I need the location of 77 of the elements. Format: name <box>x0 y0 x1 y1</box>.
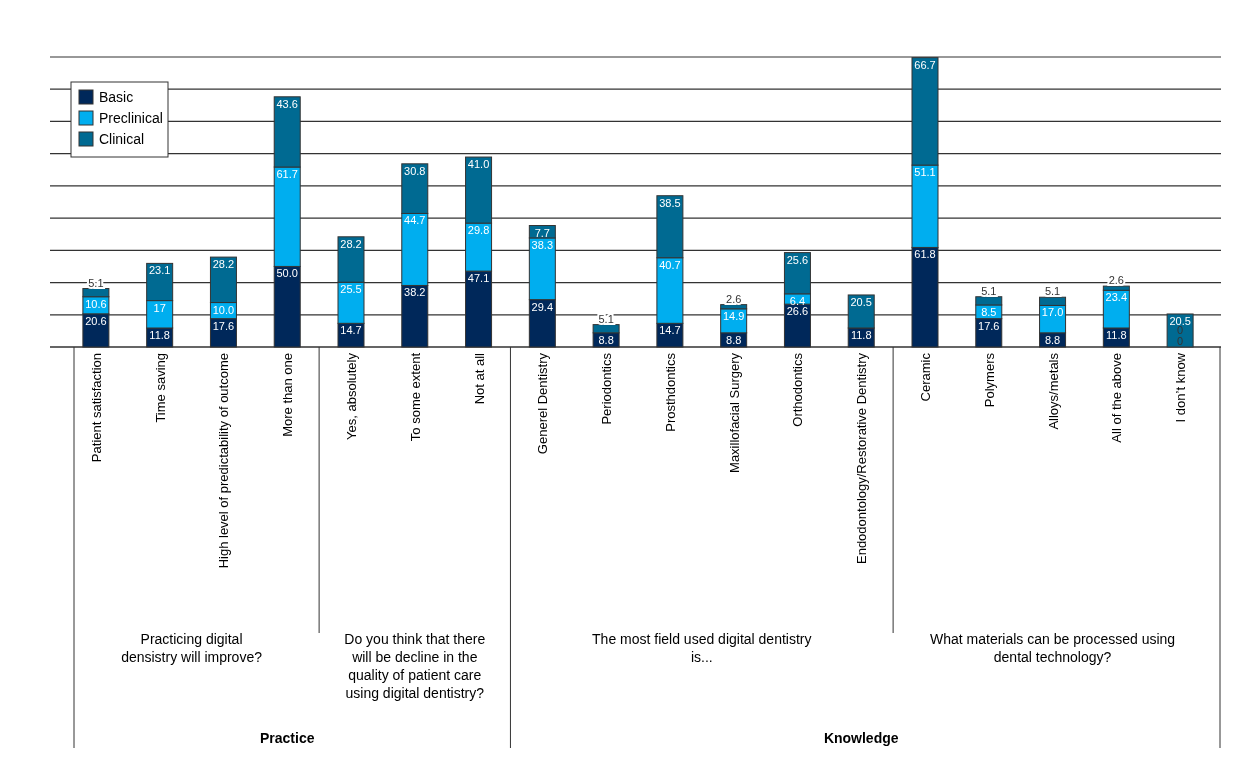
x-tick-label: All of the above <box>1109 353 1125 443</box>
data-label: 5.1 <box>1044 285 1061 298</box>
data-label: 20.5 <box>850 295 872 308</box>
x-tick-label: Patient satisfaction <box>88 353 104 463</box>
data-label: 47.1 <box>467 272 490 285</box>
legend-label: Clinical <box>99 131 145 147</box>
data-label: 11.8 <box>1106 328 1127 341</box>
x-tick-label: High level of predictability of outcome <box>216 353 232 569</box>
data-label: 17.0 <box>1041 306 1064 319</box>
data-label: 10.0 <box>212 303 235 316</box>
data-label: 8.8 <box>726 333 742 346</box>
text: Practice <box>259 730 315 746</box>
x-tick-label: Prosthdontics <box>662 352 678 432</box>
data-label: 11.8 <box>149 328 170 341</box>
x-tick-label: More than one <box>280 353 296 437</box>
data-label: 23.1 <box>148 264 171 277</box>
x-tick-label: To some extent <box>407 352 423 442</box>
x-tick-label: Periodontics <box>599 352 615 425</box>
legend-label: Preclinical <box>99 110 163 126</box>
data-label: 50.0 <box>276 267 298 280</box>
data-label: 0 <box>1177 335 1184 347</box>
x-tick-label: Ceramic <box>918 352 933 402</box>
data-label: 10.6 <box>85 297 107 310</box>
text: Do you think that there will be decline in the quality of patient care using digital dentistry? <box>344 631 486 701</box>
data-label: 17.6 <box>212 319 235 332</box>
data-label: 5.1 <box>981 284 997 297</box>
data-label: 14.7 <box>340 324 362 337</box>
data-label: 20.6 <box>85 314 107 327</box>
data-label: 20.5 <box>1169 314 1191 327</box>
data-label: 14.9 <box>722 309 745 322</box>
data-label: 30.8 <box>404 164 426 177</box>
data-label: 61.8 <box>914 248 936 261</box>
data-label: 11.8 <box>850 328 872 341</box>
x-tick-label: Time saving <box>152 353 168 423</box>
data-label: 61.7 <box>276 168 298 181</box>
data-label: 25.6 <box>786 253 809 266</box>
x-tick-label: Generel Dentistry <box>535 352 551 455</box>
data-label: 8.5 <box>981 305 997 318</box>
data-label: 29.4 <box>531 300 554 313</box>
data-label: 51.1 <box>914 166 936 179</box>
data-label: 38.3 <box>531 238 554 251</box>
text: Practicing digital densistry will improve? <box>121 631 263 665</box>
data-label: 17 <box>153 301 166 314</box>
data-label: 6.4 <box>789 294 806 307</box>
x-tick-label: Alloys/metals <box>1045 352 1061 430</box>
data-label: 40.7 <box>659 258 681 271</box>
legend-label: Basic <box>99 89 134 105</box>
text: Knowledge <box>823 730 899 746</box>
x-tick-label: Not at all <box>471 352 487 405</box>
x-tick-label: I don’t know <box>1173 352 1189 423</box>
data-label: 17.6 <box>978 319 1000 332</box>
data-label: 7.7 <box>534 226 550 239</box>
data-label: 5.1 <box>598 312 614 325</box>
data-label: 26.6 <box>786 305 809 318</box>
data-label: 23.4 <box>1105 291 1128 304</box>
text: The most field used digital dentistry is... <box>592 631 812 665</box>
x-tick-label: Maxillofacial Surgery <box>726 352 742 473</box>
x-tick-label: Yes, absolutely <box>344 352 359 440</box>
x-tick-label: Polymers <box>981 352 997 408</box>
data-label: 29.8 <box>467 224 490 237</box>
data-label: 28.2 <box>212 258 235 271</box>
data-label: 25.5 <box>340 283 362 296</box>
data-label: 28.2 <box>340 237 362 250</box>
x-tick-label: Endodontology/Restorative Dentistry <box>854 352 870 565</box>
data-label: 14.7 <box>659 324 681 337</box>
data-label: 38.5 <box>659 196 681 209</box>
data-label: 66.7 <box>914 58 936 71</box>
data-label: 41.0 <box>467 158 490 171</box>
data-label: 0 <box>1177 324 1184 336</box>
text: What materials can be processed using dental technology? <box>929 631 1176 665</box>
data-label: 38.2 <box>404 286 426 299</box>
x-tick-label: Orthodontics <box>790 352 806 427</box>
data-label: 2.6 <box>726 292 742 305</box>
data-label: 43.6 <box>276 97 298 110</box>
data-label: 8.8 <box>598 333 614 346</box>
data-label: 44.7 <box>404 214 426 227</box>
data-label: 8.8 <box>1044 333 1061 346</box>
